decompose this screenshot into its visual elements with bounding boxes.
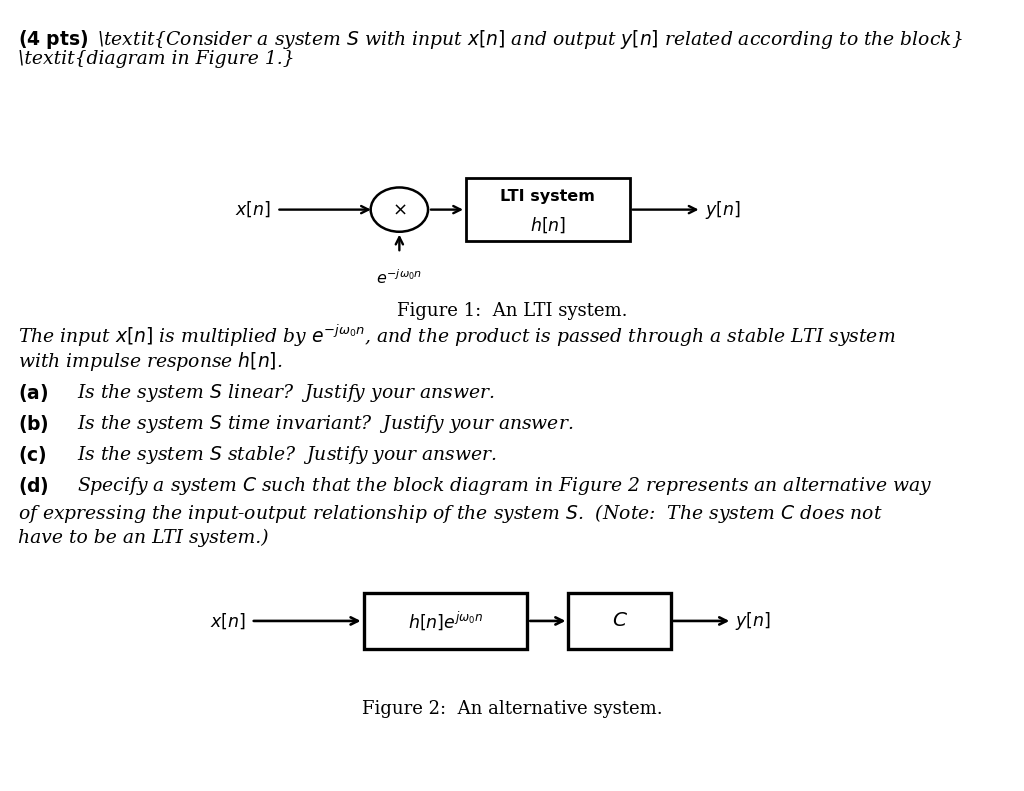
Text: Is the system $S$ stable?  Justify your answer.: Is the system $S$ stable? Justify your a… bbox=[77, 444, 497, 466]
Text: $\mathbf{(a)}$: $\mathbf{(a)}$ bbox=[18, 382, 49, 404]
Text: $\mathbf{(b)}$: $\mathbf{(b)}$ bbox=[18, 413, 49, 435]
Text: Is the system $S$ time invariant?  Justify your answer.: Is the system $S$ time invariant? Justif… bbox=[77, 413, 573, 435]
Text: Specify a system $C$ such that the block diagram in Figure 2 represents an alter: Specify a system $C$ such that the block… bbox=[77, 475, 932, 497]
Text: $e^{-j\omega_0 n}$: $e^{-j\omega_0 n}$ bbox=[377, 269, 422, 288]
Text: of expressing the input-output relationship of the system $S$.  (Note:  The syst: of expressing the input-output relations… bbox=[18, 501, 883, 524]
Text: $\mathbf{(c)}$: $\mathbf{(c)}$ bbox=[18, 444, 47, 466]
Text: $\mathbf{(d)}$: $\mathbf{(d)}$ bbox=[18, 475, 49, 497]
Text: \textit{diagram in Figure 1.}: \textit{diagram in Figure 1.} bbox=[18, 50, 295, 68]
Text: $\bf{(4\ pts)}$: $\bf{(4\ pts)}$ bbox=[18, 28, 89, 51]
Text: $\times$: $\times$ bbox=[392, 201, 407, 218]
FancyBboxPatch shape bbox=[568, 593, 671, 649]
Text: have to be an LTI system.): have to be an LTI system.) bbox=[18, 528, 269, 547]
Text: Figure 1:  An LTI system.: Figure 1: An LTI system. bbox=[396, 302, 628, 320]
Text: LTI system: LTI system bbox=[501, 189, 595, 203]
Text: The input $x[n]$ is multiplied by $e^{-j\omega_0 n}$, and the product is passed : The input $x[n]$ is multiplied by $e^{-j… bbox=[18, 323, 896, 349]
Text: Is the system $S$ linear?  Justify your answer.: Is the system $S$ linear? Justify your a… bbox=[77, 382, 495, 404]
Text: $h[n]e^{j\omega_0 n}$: $h[n]e^{j\omega_0 n}$ bbox=[408, 610, 483, 632]
Text: with impulse response $h[n]$.: with impulse response $h[n]$. bbox=[18, 350, 283, 373]
Text: $C$: $C$ bbox=[611, 611, 628, 630]
FancyBboxPatch shape bbox=[466, 178, 630, 241]
Text: $y[n]$: $y[n]$ bbox=[735, 610, 771, 632]
FancyBboxPatch shape bbox=[364, 593, 527, 649]
Text: Figure 2:  An alternative system.: Figure 2: An alternative system. bbox=[361, 700, 663, 718]
Text: $x[n]$: $x[n]$ bbox=[210, 611, 246, 630]
Text: $h[n]$: $h[n]$ bbox=[529, 216, 566, 235]
Text: $x[n]$: $x[n]$ bbox=[236, 200, 271, 219]
Text: $y[n]$: $y[n]$ bbox=[705, 199, 740, 221]
Text: \textit{Consider a system $S$ with input $x[n]$ and output $y[n]$ related accord: \textit{Consider a system $S$ with input… bbox=[97, 28, 963, 51]
